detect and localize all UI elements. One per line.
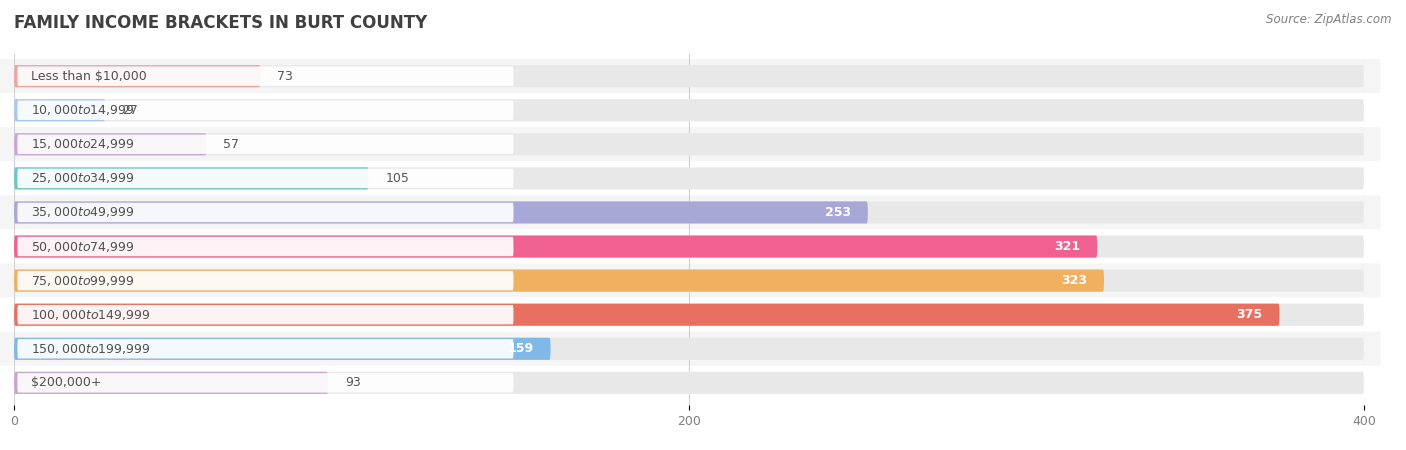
FancyBboxPatch shape: [14, 167, 368, 189]
FancyBboxPatch shape: [0, 195, 1381, 230]
FancyBboxPatch shape: [17, 271, 513, 290]
FancyBboxPatch shape: [14, 202, 1364, 224]
Text: 159: 159: [508, 342, 534, 355]
Text: $35,000 to $49,999: $35,000 to $49,999: [31, 206, 135, 220]
FancyBboxPatch shape: [14, 235, 1097, 257]
FancyBboxPatch shape: [14, 304, 1279, 326]
FancyBboxPatch shape: [0, 59, 1381, 93]
Text: $50,000 to $74,999: $50,000 to $74,999: [31, 239, 135, 253]
FancyBboxPatch shape: [17, 203, 513, 222]
Text: 93: 93: [344, 376, 360, 389]
FancyBboxPatch shape: [14, 235, 1364, 257]
FancyBboxPatch shape: [0, 230, 1381, 264]
FancyBboxPatch shape: [14, 65, 260, 87]
FancyBboxPatch shape: [17, 373, 513, 392]
Text: 253: 253: [825, 206, 851, 219]
FancyBboxPatch shape: [14, 65, 1364, 87]
FancyBboxPatch shape: [0, 297, 1381, 332]
FancyBboxPatch shape: [14, 133, 207, 155]
FancyBboxPatch shape: [14, 372, 328, 394]
FancyBboxPatch shape: [14, 270, 1364, 292]
Text: 73: 73: [277, 70, 292, 83]
Text: $75,000 to $99,999: $75,000 to $99,999: [31, 274, 135, 288]
Text: 323: 323: [1062, 274, 1087, 287]
FancyBboxPatch shape: [14, 99, 1364, 122]
FancyBboxPatch shape: [14, 338, 551, 360]
FancyBboxPatch shape: [17, 100, 513, 120]
Text: 105: 105: [385, 172, 409, 185]
FancyBboxPatch shape: [14, 372, 1364, 394]
Text: $100,000 to $149,999: $100,000 to $149,999: [31, 308, 150, 322]
FancyBboxPatch shape: [17, 237, 513, 256]
FancyBboxPatch shape: [17, 135, 513, 154]
Text: 57: 57: [224, 138, 239, 151]
FancyBboxPatch shape: [0, 161, 1381, 196]
FancyBboxPatch shape: [17, 67, 513, 86]
FancyBboxPatch shape: [14, 270, 1104, 292]
Text: 375: 375: [1236, 308, 1263, 321]
FancyBboxPatch shape: [14, 202, 868, 224]
FancyBboxPatch shape: [17, 305, 513, 324]
Text: FAMILY INCOME BRACKETS IN BURT COUNTY: FAMILY INCOME BRACKETS IN BURT COUNTY: [14, 14, 427, 32]
Text: $15,000 to $24,999: $15,000 to $24,999: [31, 137, 135, 151]
FancyBboxPatch shape: [0, 332, 1381, 366]
FancyBboxPatch shape: [14, 304, 1364, 326]
FancyBboxPatch shape: [0, 93, 1381, 127]
FancyBboxPatch shape: [0, 127, 1381, 162]
FancyBboxPatch shape: [0, 366, 1381, 400]
Text: $150,000 to $199,999: $150,000 to $199,999: [31, 342, 150, 356]
Text: 321: 321: [1054, 240, 1080, 253]
FancyBboxPatch shape: [0, 263, 1381, 298]
Text: Less than $10,000: Less than $10,000: [31, 70, 146, 83]
FancyBboxPatch shape: [14, 133, 1364, 155]
FancyBboxPatch shape: [17, 169, 513, 188]
FancyBboxPatch shape: [14, 167, 1364, 189]
Text: $25,000 to $34,999: $25,000 to $34,999: [31, 171, 135, 185]
FancyBboxPatch shape: [17, 339, 513, 359]
Text: Source: ZipAtlas.com: Source: ZipAtlas.com: [1267, 14, 1392, 27]
FancyBboxPatch shape: [14, 99, 105, 122]
Text: $10,000 to $14,999: $10,000 to $14,999: [31, 103, 135, 117]
Text: $200,000+: $200,000+: [31, 376, 101, 389]
Text: 27: 27: [122, 104, 138, 117]
FancyBboxPatch shape: [14, 338, 1364, 360]
